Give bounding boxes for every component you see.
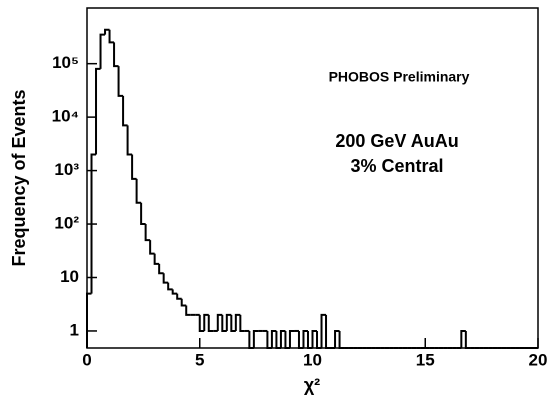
histogram-bin <box>334 329 340 348</box>
histogram-bin <box>216 313 223 331</box>
histogram-bin <box>306 330 313 349</box>
histogram-bin <box>122 95 128 127</box>
histogram-bin <box>338 330 345 349</box>
histogram-bin <box>167 282 173 291</box>
histogram-bin <box>176 293 182 300</box>
histogram-bin <box>316 330 322 349</box>
y-axis-label: Frequency of Events <box>9 89 29 266</box>
histogram-bin <box>144 224 151 242</box>
histogram-bin <box>104 28 110 35</box>
histogram-bin <box>158 263 164 275</box>
x-tick-label: 5 <box>195 350 204 369</box>
annotation: 200 GeV AuAu <box>335 131 458 151</box>
histogram-bin <box>284 330 290 349</box>
annotation: PHOBOS Preliminary <box>329 69 470 85</box>
histogram-bin <box>325 314 331 349</box>
histogram-bin <box>225 313 232 331</box>
histogram-bin <box>464 330 471 349</box>
x-tick-label: 15 <box>416 350 435 369</box>
y-tick-label: 1 <box>70 320 79 339</box>
histogram-bin <box>221 314 227 332</box>
histogram-bin <box>279 329 286 348</box>
annotation: 3% Central <box>350 156 443 176</box>
histogram-bin <box>297 330 304 349</box>
x-tick-label: 0 <box>82 350 91 369</box>
histogram-bin <box>171 289 178 295</box>
histogram-bin <box>126 125 133 156</box>
y-tick-label: 10⁴ <box>52 107 79 126</box>
histogram-bin <box>252 329 259 348</box>
histogram-bin <box>113 42 119 68</box>
histogram-bin <box>86 292 92 348</box>
y-tick-label: 10 <box>60 267 79 286</box>
histogram-bin <box>203 313 209 331</box>
histogram-bin <box>131 154 137 180</box>
histogram-bin <box>162 273 169 284</box>
x-tick-label: 10 <box>303 350 322 369</box>
histogram-bin <box>288 329 295 348</box>
histogram-bin <box>149 240 155 255</box>
plot-frame <box>86 7 539 349</box>
histogram-bin <box>153 253 160 265</box>
histogram-bin <box>95 67 101 155</box>
histogram-bin <box>90 153 97 294</box>
histogram-bin <box>230 314 236 332</box>
x-tick-label: 20 <box>529 350 548 369</box>
histogram-bin <box>234 313 241 331</box>
histogram-bin <box>135 178 142 204</box>
y-tick-label: 10⁵ <box>52 53 79 72</box>
histogram-bin <box>239 314 245 332</box>
histogram-bin <box>180 298 187 307</box>
histogram-bin <box>248 330 254 349</box>
histogram-bin <box>117 66 124 97</box>
histogram-bin <box>99 33 106 69</box>
histogram-bin <box>140 202 146 226</box>
histogram-bin <box>185 305 191 316</box>
x-axis-label: χ² <box>304 375 320 395</box>
histogram-bin <box>460 329 466 348</box>
histogram-bin <box>320 313 327 348</box>
histogram-bin <box>198 314 205 332</box>
histogram-bin <box>311 329 318 348</box>
histogram-bin <box>207 314 214 332</box>
histogram-bin <box>270 329 277 348</box>
histogram-bin <box>108 29 115 44</box>
histogram-bin <box>275 330 281 349</box>
histogram-bin <box>266 330 272 349</box>
y-tick-label: 10² <box>54 214 79 233</box>
y-tick-label: 10³ <box>54 160 79 179</box>
histogram-bin <box>302 329 308 348</box>
